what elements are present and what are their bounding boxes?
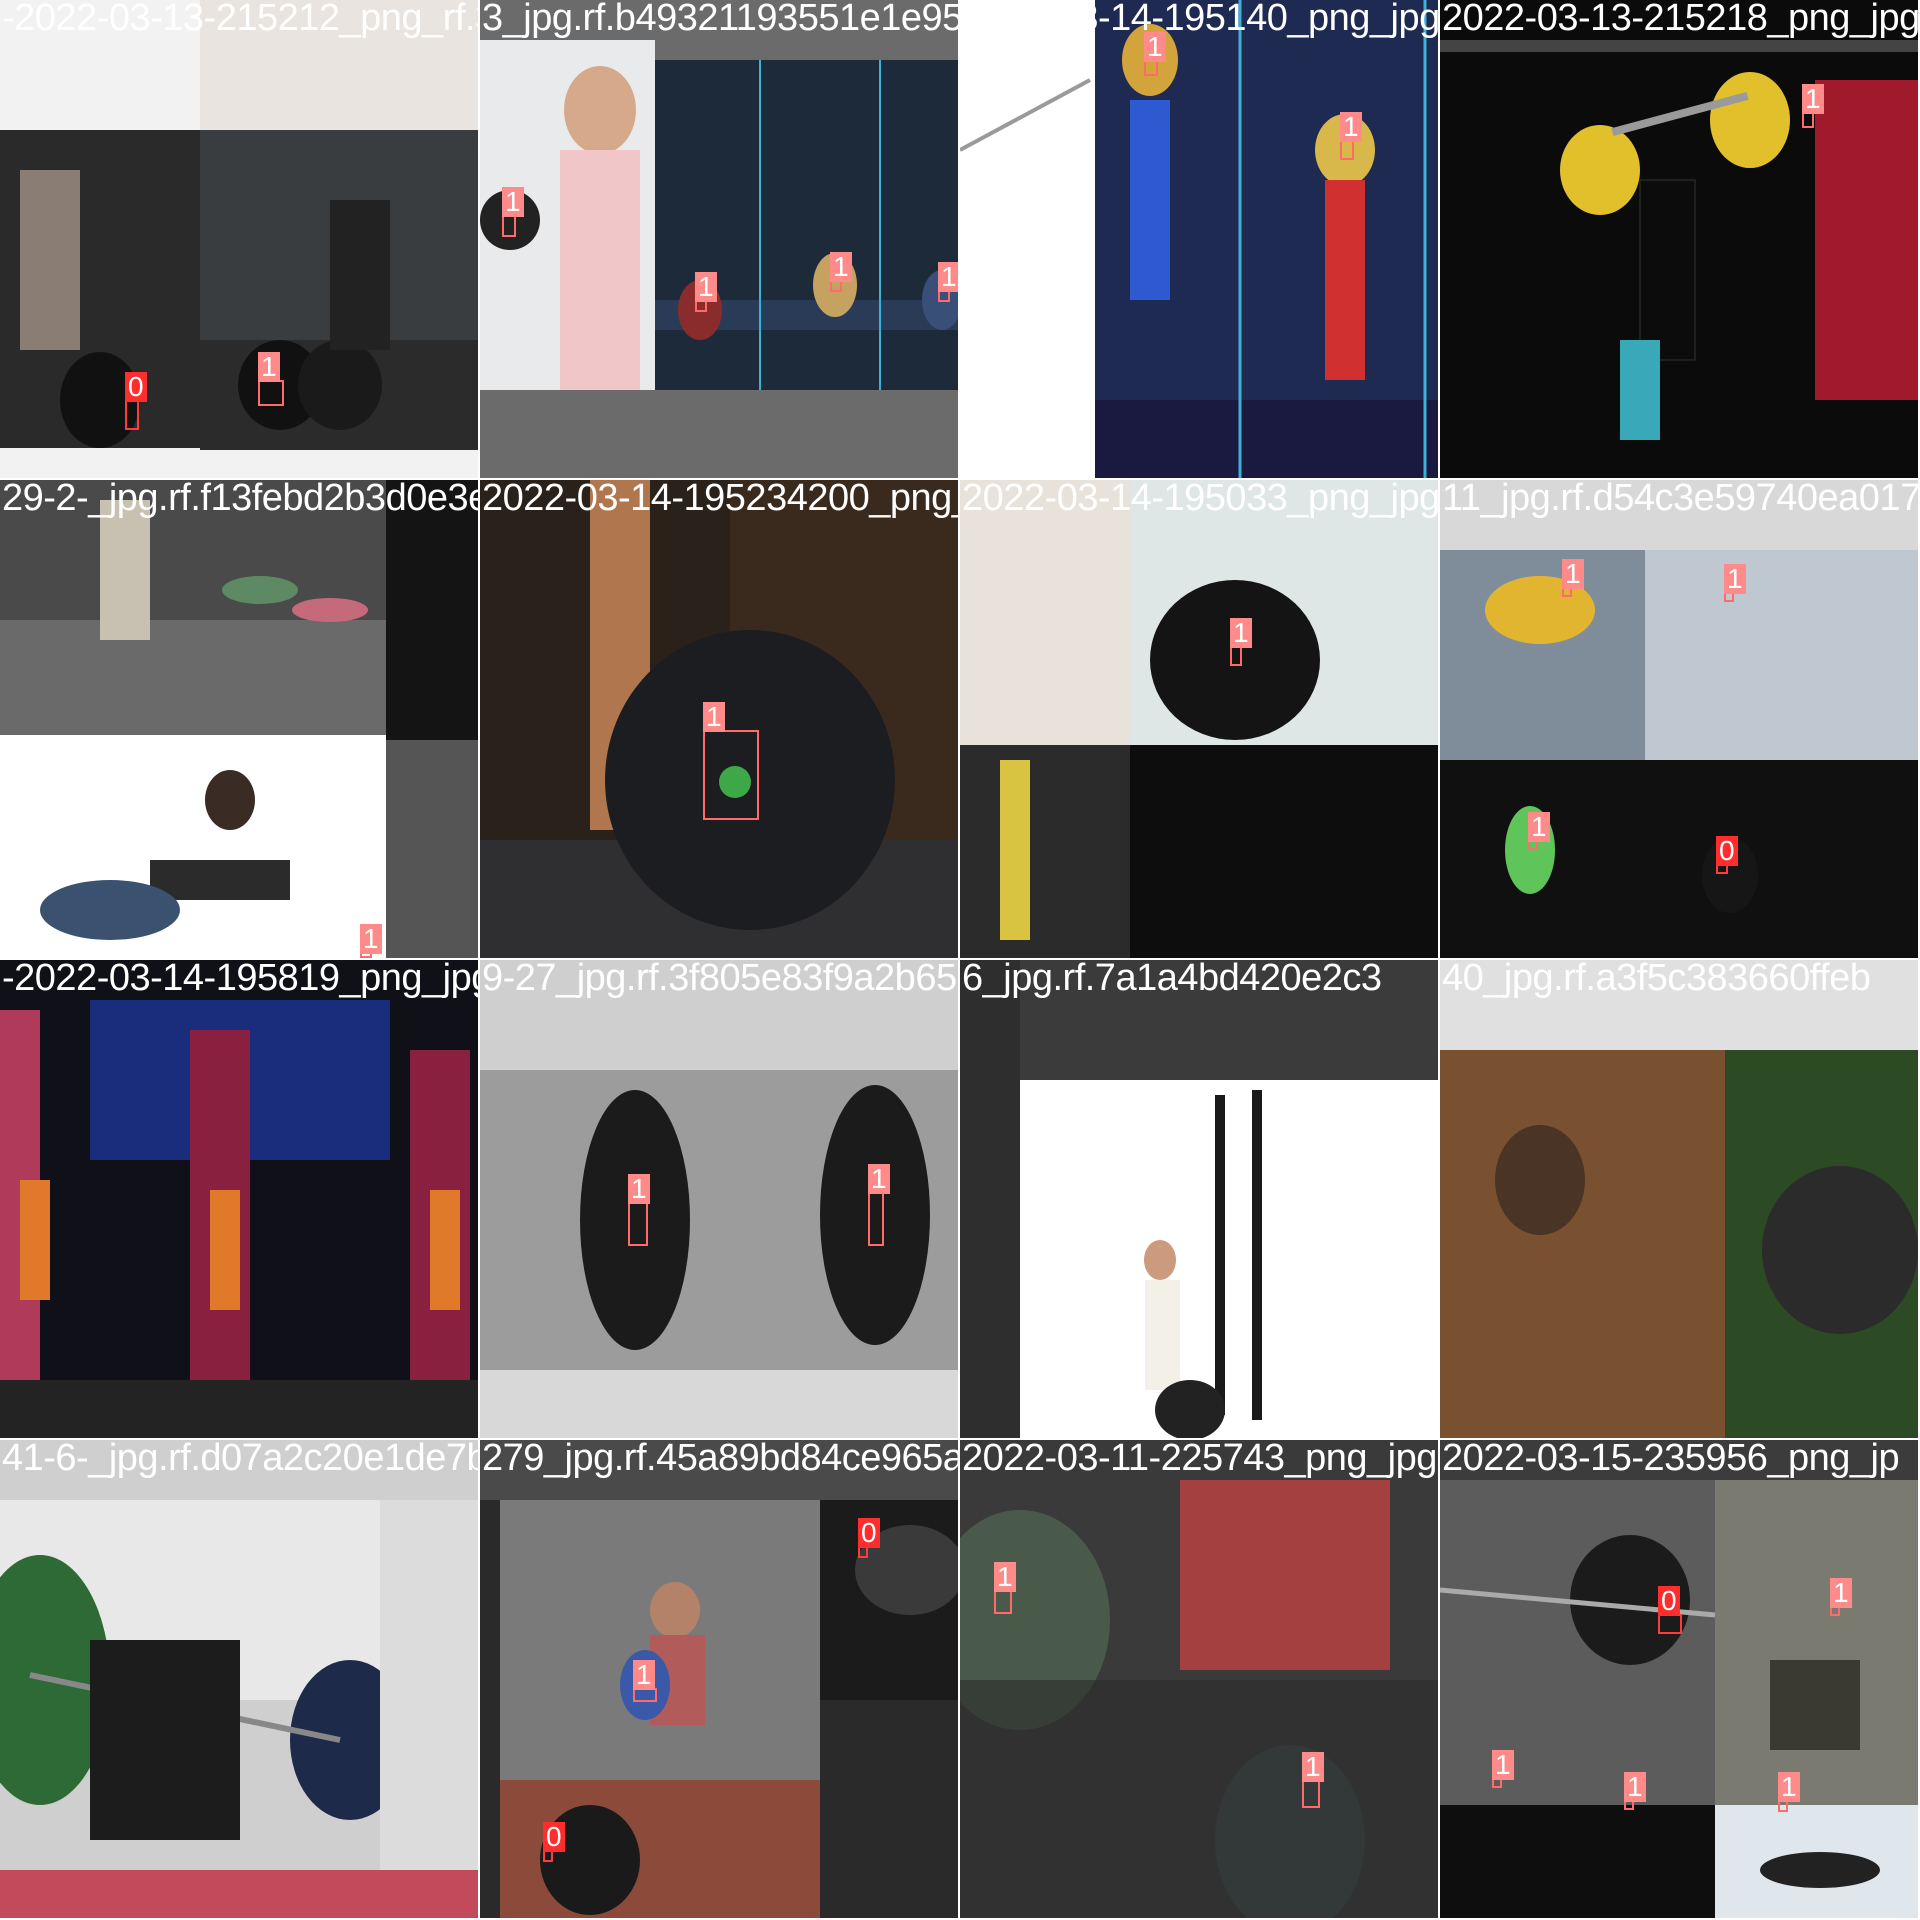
scene-image (1440, 480, 1918, 958)
scene-image (1440, 960, 1918, 1438)
bbox-class-1: 1 (994, 1562, 1016, 1614)
bbox-class-1: 1 (830, 252, 852, 292)
scene-image (480, 0, 958, 478)
bbox-class-1: 1 (1830, 1578, 1852, 1616)
bbox-class-1: 1 (868, 1164, 890, 1246)
scene-image (960, 960, 1438, 1438)
bbox-class-0: 0 (1716, 836, 1738, 874)
tile-12: 40_jpg.rf.a3f5c383660ffeb (1440, 960, 1918, 1438)
tile-7: 2022-03-14-195033_png_jpg.rf.5b 1 (960, 480, 1438, 958)
tile-15: 2022-03-11-225743_png_jpg.rf.2 1 1 (960, 1440, 1438, 1918)
tile-14: 279_jpg.rf.45a89bd84ce965a8 0 1 0 (480, 1440, 958, 1918)
tile-8: 11_jpg.rf.d54c3e59740ea017 1 1 1 0 (1440, 480, 1918, 958)
bbox-class-1: 1 (1562, 559, 1584, 597)
scene-image (960, 1440, 1438, 1918)
bbox-class-1: 1 (633, 1660, 657, 1702)
tile-6: 2022-03-14-195234200_png_jpg.rf.b84a72 1 (480, 480, 958, 958)
tile-16: 2022-03-15-235956_png_jp 0 1 1 1 1 (1440, 1440, 1918, 1918)
scene-image (1440, 0, 1918, 478)
tile-4: 2022-03-13-215218_png_jpg.rf.0c2bf31e3a1… (1440, 0, 1918, 478)
scene-image (480, 1440, 958, 1918)
scene-image (480, 480, 958, 958)
bbox-class-1: 1 (628, 1174, 650, 1246)
bbox-class-0: 0 (543, 1822, 565, 1862)
tile-10: 9-27_jpg.rf.3f805e83f9a2b65b6f5 1 1 (480, 960, 958, 1438)
bbox-class-1: 1 (1528, 812, 1550, 850)
scene-image (0, 0, 478, 478)
tile-13: 41-6-_jpg.rf.d07a2c20e1de7b (0, 1440, 478, 1918)
tile-1: -2022-03-13-215212_png_rf.3c70c0b3b9ca1d… (0, 0, 478, 478)
bbox-class-1: 1 (258, 352, 284, 406)
tile-9: -2022-03-14-195819_png_jpg.rf.12d6 (0, 960, 478, 1438)
bbox-class-1: 1 (1340, 112, 1362, 160)
scene-image (0, 960, 478, 1438)
tile-2: 3_jpg.rf.b49321193551e1e95422d34e7fc6954… (480, 0, 958, 478)
bbox-class-1: 1 (703, 702, 759, 820)
tile-3: 2022-03-14-195140_png_jpg.rf.a1c6ca3df5f… (960, 0, 1438, 478)
bbox-class-1: 1 (1778, 1772, 1800, 1812)
bbox-class-0: 0 (858, 1518, 880, 1558)
scene-image (480, 960, 958, 1438)
bbox-class-0: 0 (1658, 1586, 1682, 1634)
bbox-class-1: 1 (1302, 1752, 1324, 1808)
bbox-class-1: 1 (502, 187, 524, 237)
bbox-class-1: 1 (1492, 1750, 1514, 1788)
scene-image (960, 0, 1438, 478)
bbox-class-1: 1 (1144, 32, 1166, 76)
bbox-class-1: 1 (360, 924, 382, 958)
bbox-class-1: 1 (1624, 1772, 1646, 1810)
bbox-class-0: 0 (125, 372, 147, 430)
bbox-class-1: 1 (1724, 564, 1746, 602)
bbox-class-1: 1 (1230, 618, 1252, 666)
tile-11: 6_jpg.rf.7a1a4bd420e2c3 (960, 960, 1438, 1438)
tile-5: 29-2-_jpg.rf.f13febd2b3d0e3e3d03719558 1 (0, 480, 478, 958)
bbox-class-1: 1 (938, 262, 958, 302)
bbox-class-1: 1 (695, 272, 717, 312)
scene-image (960, 480, 1438, 958)
scene-image (0, 1440, 478, 1918)
scene-image (0, 480, 478, 958)
bbox-class-1: 1 (1802, 84, 1824, 128)
scene-image (1440, 1440, 1918, 1918)
